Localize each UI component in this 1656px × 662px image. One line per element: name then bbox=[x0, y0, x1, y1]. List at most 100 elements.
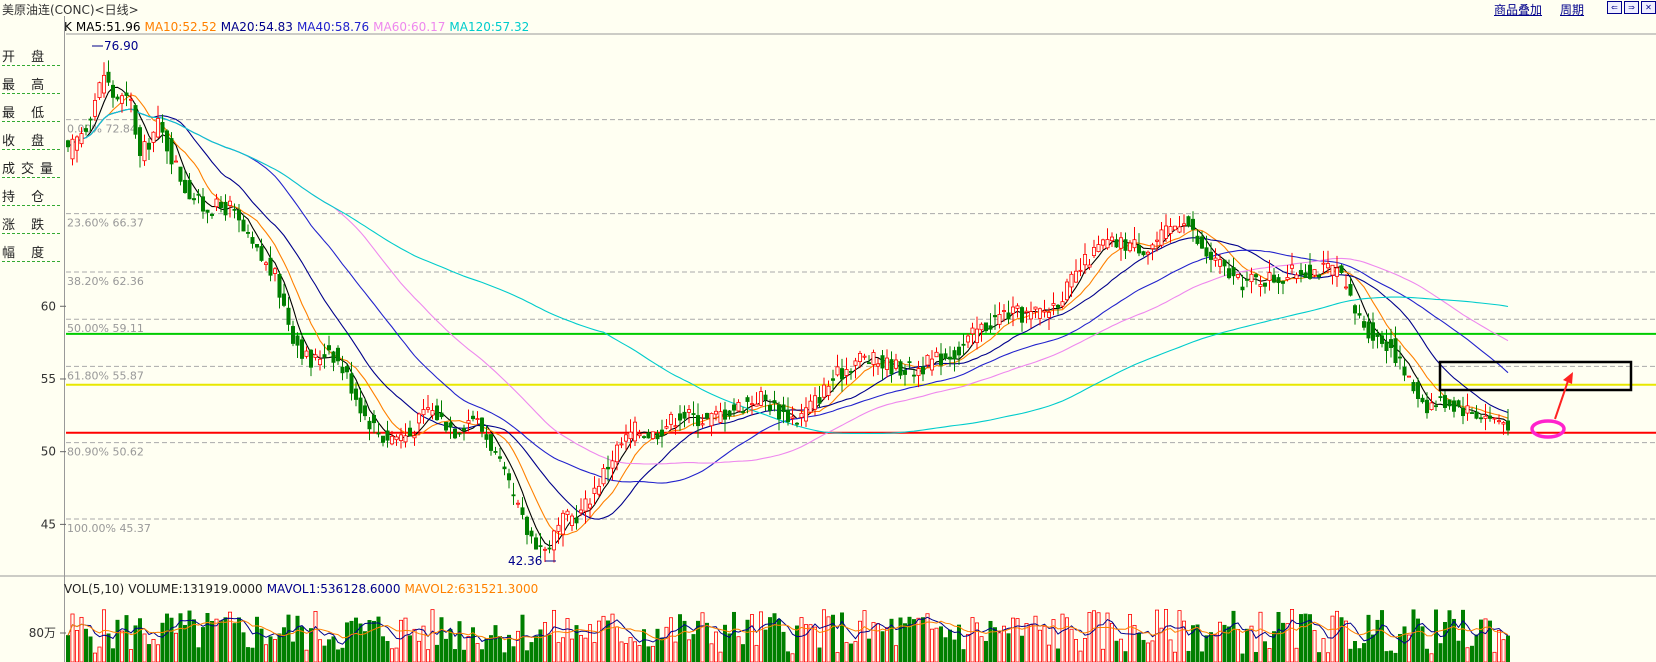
volume-bar bbox=[1213, 634, 1218, 662]
candle-body bbox=[889, 359, 894, 375]
volume-bar bbox=[1186, 650, 1191, 662]
candle-body bbox=[1281, 281, 1286, 284]
volume-bar bbox=[1263, 641, 1268, 662]
candle-body bbox=[434, 405, 439, 421]
candle-body bbox=[398, 434, 403, 441]
candle-body bbox=[497, 456, 502, 459]
volume-bar bbox=[313, 611, 318, 662]
candle-body bbox=[1357, 313, 1362, 316]
volume-bar bbox=[709, 643, 714, 662]
candle-body bbox=[1024, 310, 1029, 313]
candle-body bbox=[565, 510, 570, 515]
volume-bar bbox=[1173, 651, 1178, 662]
candle-body bbox=[1335, 267, 1340, 277]
volume-bar bbox=[322, 645, 327, 662]
candle-body bbox=[1213, 257, 1218, 261]
candle-body bbox=[1047, 312, 1052, 318]
candle-body bbox=[124, 92, 129, 96]
volume-bar bbox=[826, 616, 831, 662]
volume-bar bbox=[1141, 639, 1146, 662]
volume-bar bbox=[1245, 628, 1250, 662]
candle-body bbox=[155, 118, 160, 138]
candle-body bbox=[448, 422, 453, 428]
candle-body bbox=[741, 411, 746, 413]
legend-item: MA20:54.83 bbox=[220, 20, 293, 34]
candle-body bbox=[772, 400, 777, 404]
candle-body bbox=[948, 356, 953, 360]
candle-body bbox=[367, 420, 372, 430]
candle-body bbox=[1263, 282, 1268, 287]
candle-body bbox=[1240, 286, 1245, 291]
volume-bar bbox=[943, 637, 948, 662]
volume-bar bbox=[1092, 610, 1097, 662]
volume-bar bbox=[520, 614, 525, 662]
volume-bar bbox=[1209, 632, 1214, 662]
fib-label: 80.90% 50.62 bbox=[67, 446, 144, 459]
candle-body bbox=[84, 128, 89, 132]
candle-body bbox=[930, 358, 935, 371]
volume-bar bbox=[1303, 613, 1308, 662]
candle-body bbox=[727, 410, 732, 417]
volume-bar bbox=[317, 639, 322, 662]
candle-body bbox=[529, 530, 534, 537]
volume-bar bbox=[1285, 623, 1290, 662]
candle-body bbox=[146, 142, 151, 150]
overlay-button[interactable]: 商品叠加 bbox=[1494, 3, 1543, 17]
volume-bar bbox=[164, 613, 169, 662]
volume-bar bbox=[903, 623, 908, 662]
volume-bar bbox=[1389, 650, 1394, 662]
candle-body bbox=[200, 196, 205, 212]
period-button[interactable]: 周期 bbox=[1560, 3, 1585, 17]
volume-bar bbox=[588, 624, 593, 662]
volume-bar bbox=[1110, 622, 1115, 662]
panel-item: 最 低 bbox=[2, 102, 60, 122]
volume-bar bbox=[601, 615, 606, 662]
volume-bar bbox=[1015, 618, 1020, 662]
volume-bar bbox=[1065, 617, 1070, 662]
volume-bar bbox=[921, 617, 926, 662]
low-label: 42.36 bbox=[508, 554, 542, 568]
candle-body bbox=[1249, 273, 1254, 283]
volume-bar bbox=[1272, 631, 1277, 662]
volume-bar bbox=[425, 649, 430, 662]
candle-body bbox=[1474, 411, 1479, 419]
volume-bar bbox=[718, 651, 723, 662]
volume-bar bbox=[1470, 645, 1475, 662]
volume-bar bbox=[583, 637, 588, 662]
candle-body bbox=[885, 357, 890, 370]
volume-bar bbox=[1393, 652, 1398, 662]
candle-body bbox=[272, 268, 277, 274]
volume-bar bbox=[124, 615, 129, 662]
restore-icon[interactable]: ⇐ bbox=[1607, 1, 1622, 14]
candle-body bbox=[1155, 239, 1160, 242]
volume-bar bbox=[115, 619, 120, 662]
volume-bar bbox=[628, 637, 633, 662]
volume-legend-item: MAVOL2:631521.3000 bbox=[404, 582, 539, 596]
volume-bar bbox=[610, 613, 615, 662]
window-title: 美原油连(CONC)<日线> bbox=[2, 3, 139, 17]
candle-body bbox=[484, 434, 489, 440]
candle-body bbox=[430, 410, 435, 416]
candle-body bbox=[371, 414, 376, 424]
high-label: 76.90 bbox=[104, 39, 138, 53]
candle-body bbox=[732, 404, 737, 411]
candle-body bbox=[1393, 338, 1398, 364]
candle-body bbox=[214, 198, 219, 208]
candle-body bbox=[1060, 301, 1065, 307]
candle-body bbox=[898, 361, 903, 376]
candle-body bbox=[160, 121, 165, 133]
volume-bar bbox=[160, 622, 165, 662]
volume-bar bbox=[268, 636, 273, 662]
volume-bar bbox=[547, 634, 552, 662]
candle-body bbox=[723, 409, 728, 420]
candle-body bbox=[470, 415, 475, 420]
volume-bar bbox=[1132, 624, 1137, 662]
volume-bar bbox=[687, 639, 692, 662]
volume-bar bbox=[957, 624, 962, 662]
candle-body bbox=[173, 160, 178, 163]
volume-bar bbox=[1447, 610, 1452, 662]
volume-bar bbox=[885, 627, 890, 662]
expand-icon[interactable]: ⇒ bbox=[1624, 1, 1639, 14]
volume-bar bbox=[1416, 618, 1421, 662]
